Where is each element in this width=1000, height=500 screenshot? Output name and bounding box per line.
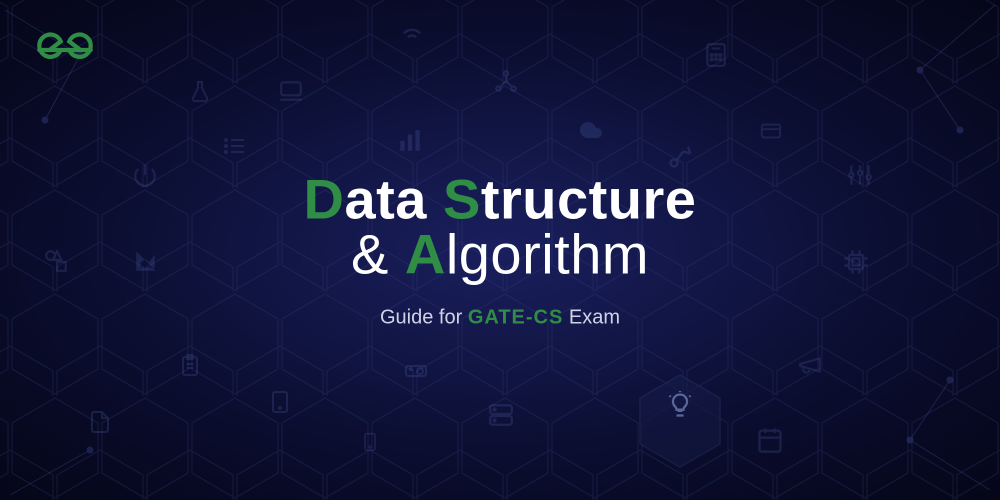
megaphone-icon xyxy=(796,352,824,378)
subtitle-suffix: Exam xyxy=(563,306,620,328)
power-icon xyxy=(132,162,158,188)
title-accent-d: D xyxy=(304,168,345,231)
document-icon xyxy=(88,408,112,436)
laptop-icon xyxy=(276,78,306,104)
cloud-icon xyxy=(576,118,606,142)
microchip-icon xyxy=(842,248,870,276)
main-title-block: Data Structure & Algorithm Guide for GAT… xyxy=(304,171,697,330)
lightbulb-icon xyxy=(666,390,694,420)
robot-arm-icon xyxy=(666,142,696,170)
title-accent-a: A xyxy=(405,223,446,286)
subtitle-prefix: Guide for xyxy=(380,306,468,328)
projector-icon xyxy=(402,358,430,382)
calculator-icon xyxy=(703,42,729,68)
smartphone-icon xyxy=(360,428,380,456)
network-icon xyxy=(492,68,520,94)
server-icon xyxy=(486,402,516,428)
flask-icon xyxy=(188,78,212,104)
area-chart-icon xyxy=(132,248,160,274)
subtitle-exam-name: GATE-CS xyxy=(468,306,564,328)
subtitle: Guide for GATE-CS Exam xyxy=(304,306,697,329)
list-icon xyxy=(222,134,248,158)
bar-chart-icon xyxy=(396,128,424,154)
geeksforgeeks-logo xyxy=(35,30,95,70)
title-line-2: & Algorithm xyxy=(304,226,697,285)
clipboard-icon xyxy=(178,352,202,380)
title-ampersand: & xyxy=(351,223,405,286)
title-text-ata: ata xyxy=(345,168,444,231)
title-text-lgorithm: lgorithm xyxy=(446,223,649,286)
shapes-icon xyxy=(42,248,70,274)
credit-card-icon xyxy=(756,120,786,142)
tablet-icon xyxy=(268,388,292,416)
calendar-icon xyxy=(756,426,784,454)
title-text-tructure: tructure xyxy=(481,168,697,231)
wifi-icon xyxy=(398,18,426,46)
title-accent-s: S xyxy=(443,168,481,231)
sliders-icon xyxy=(846,162,874,188)
title-line-1: Data Structure xyxy=(304,171,697,230)
